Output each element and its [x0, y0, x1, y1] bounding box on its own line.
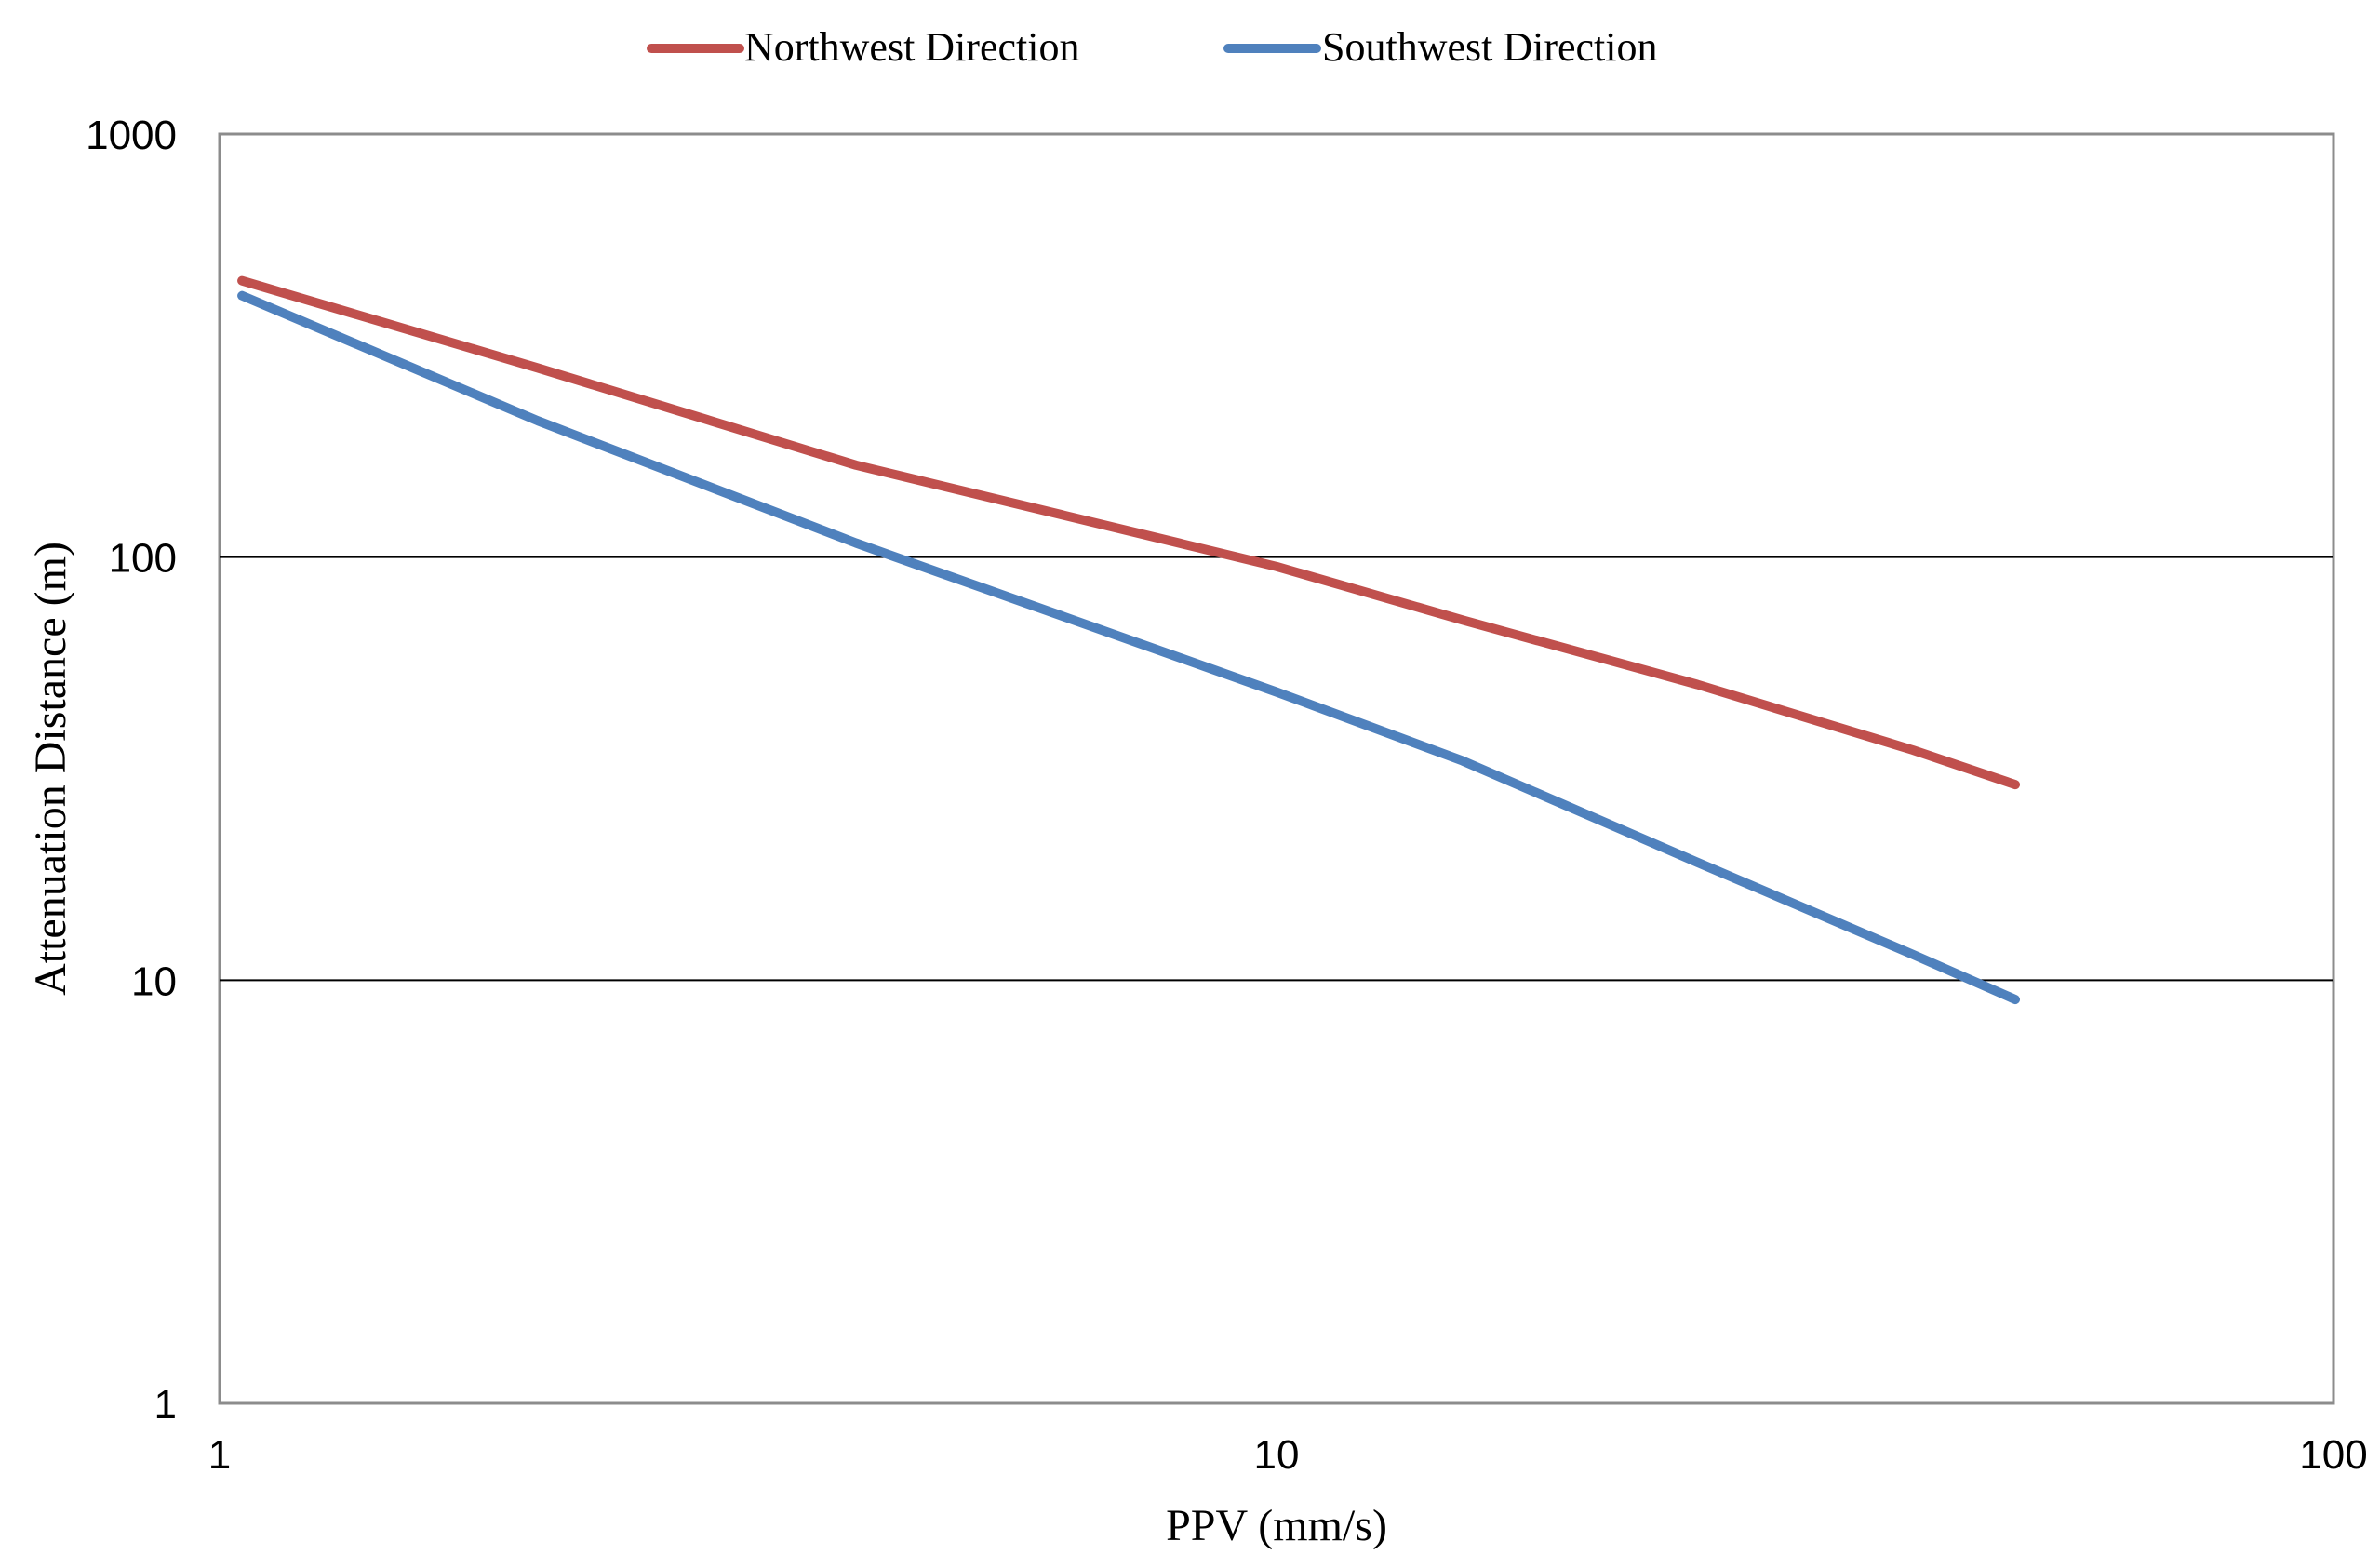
series-lines [237, 275, 2020, 1005]
y-axis-tick-labels: 1 10 100 1000 [86, 113, 177, 1427]
plot-area-frame [218, 132, 2335, 1405]
y-tick-label: 100 [109, 536, 177, 582]
x-tick-label: 100 [2299, 1432, 2367, 1478]
y-tick-label: 1000 [86, 113, 177, 158]
y-tick-label: 10 [131, 958, 177, 1004]
x-axis-title: PPV (mm/s) [1166, 1501, 1387, 1550]
x-tick-label: 10 [1254, 1432, 1300, 1478]
gridlines [220, 556, 2333, 982]
legend-label-northwest: Northwest Direction [744, 24, 1079, 70]
x-axis-tick-labels: 1 10 100 [208, 1432, 2368, 1478]
series-line-northwest [237, 275, 2020, 790]
series-line-southwest [237, 290, 2020, 1005]
y-axis-title: Attenuation Distance (m) [26, 542, 75, 996]
legend: Northwest Direction Southwest Direction [647, 24, 1658, 70]
y-tick-label: 1 [154, 1382, 177, 1427]
legend-label-southwest: Southwest Direction [1322, 24, 1658, 70]
x-tick-label: 1 [208, 1432, 231, 1478]
